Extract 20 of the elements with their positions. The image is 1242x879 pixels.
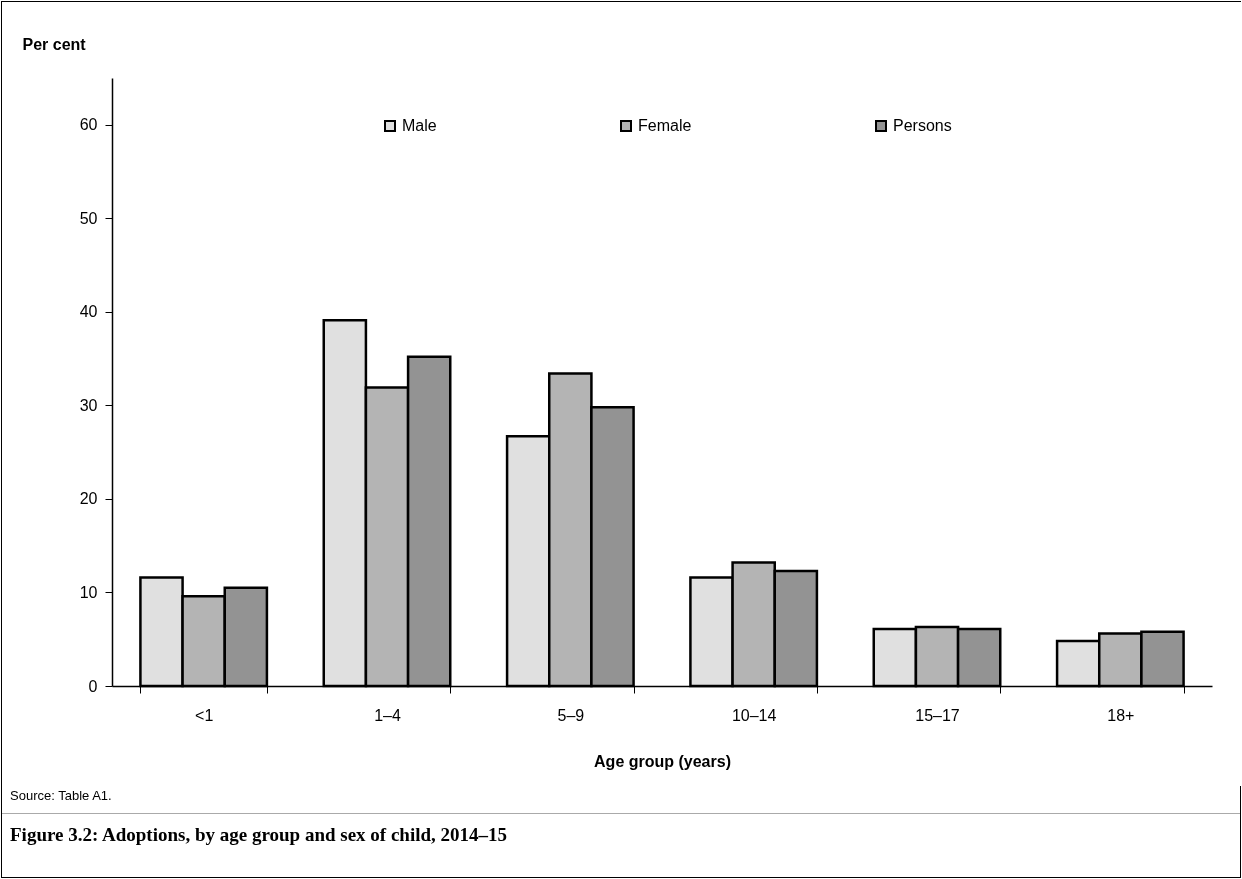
x-tick-label: 15–17: [915, 706, 960, 724]
x-tick-label: 10–14: [731, 706, 777, 724]
y-tick-label: 40: [79, 303, 98, 321]
x-tick-label: 1–4: [374, 706, 401, 724]
x-tick-label: 18+: [1107, 706, 1135, 724]
x-axis-title: Age group (years): [594, 752, 731, 770]
y-tick-label: 60: [79, 116, 98, 134]
y-tick-label: 50: [79, 209, 98, 227]
legend-label: Female: [638, 117, 692, 134]
text: Figure 3.2: Adoptions, by age group and sex of child, 2014–15: [10, 824, 508, 846]
y-tick-label: 30: [79, 396, 98, 414]
x-tick-label: <1: [195, 706, 214, 724]
y-axis-title: Per cent: [22, 35, 87, 53]
x-tick-label: 5–9: [557, 706, 585, 724]
source-note: Source: Table A1.: [10, 788, 112, 803]
y-tick-label: 0: [88, 677, 98, 695]
legend-label: Male: [402, 117, 437, 134]
y-tick-label: 10: [79, 583, 98, 601]
legend-label: Persons: [893, 117, 952, 134]
y-tick-label: 20: [79, 490, 98, 508]
